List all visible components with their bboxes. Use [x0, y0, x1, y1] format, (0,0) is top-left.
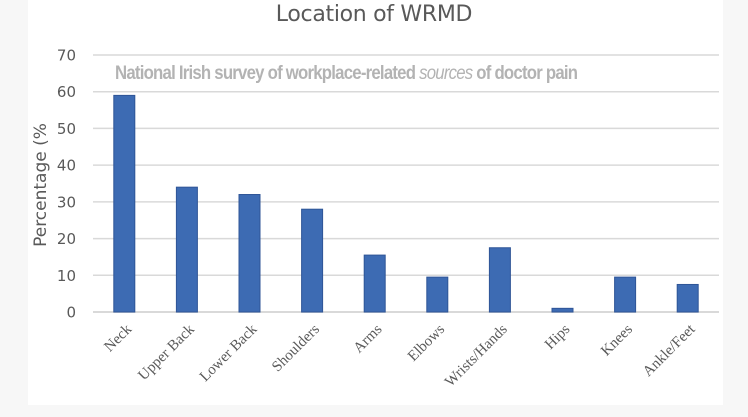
- bar-elbows: [426, 276, 449, 313]
- bars: [113, 94, 699, 313]
- x-tick-label: Lower Back: [197, 321, 261, 385]
- y-tick-label: 40: [57, 157, 76, 175]
- bar-upper-back: [175, 186, 198, 313]
- bar-neck: [113, 94, 136, 313]
- chart-title: Location of WRMD: [275, 2, 473, 27]
- bar-lower-back: [238, 194, 261, 313]
- x-tick-label: Knees: [598, 321, 636, 359]
- bar-ankle-feet: [676, 283, 699, 313]
- x-axis-labels: Neck Upper Back Lower Back Shoulders Arms Elb…: [101, 321, 699, 390]
- y-tick-label: 70: [57, 47, 76, 65]
- y-tick-label: 50: [57, 120, 76, 138]
- y-tick-label: 10: [57, 267, 76, 285]
- bar-wrists-hands: [488, 247, 511, 313]
- x-tick-label: Shoulders: [269, 321, 323, 375]
- y-tick-label: 60: [57, 83, 76, 101]
- bar-shoulders: [301, 208, 324, 313]
- subtitle-before: National Irish survey of workplace-relat…: [115, 62, 420, 84]
- y-tick-label: 30: [57, 193, 76, 211]
- x-tick-label: Elbows: [405, 321, 448, 364]
- x-tick-label: Neck: [101, 321, 135, 355]
- y-tick-label: 0: [66, 304, 76, 322]
- x-tick-label: Hips: [542, 321, 573, 352]
- bar-hips: [551, 307, 574, 313]
- x-tick-label: Arms: [351, 321, 386, 356]
- subtitle-emphasis: sources: [419, 62, 473, 84]
- y-tick-label: 20: [57, 230, 76, 248]
- x-tick-label: Upper Back: [135, 321, 198, 384]
- subtitle-after: of doctor pain: [472, 62, 578, 84]
- y-axis-ticks: 0 10 20 30 40 50 60 70: [57, 47, 76, 322]
- x-tick-label: Wrists/Hands: [442, 321, 511, 390]
- chart-subtitle-overlay: National Irish survey of workplace-relat…: [115, 60, 631, 86]
- bar-arms: [363, 254, 386, 313]
- x-tick-label: Ankle/Feet: [640, 321, 699, 380]
- bar-knees: [614, 276, 637, 313]
